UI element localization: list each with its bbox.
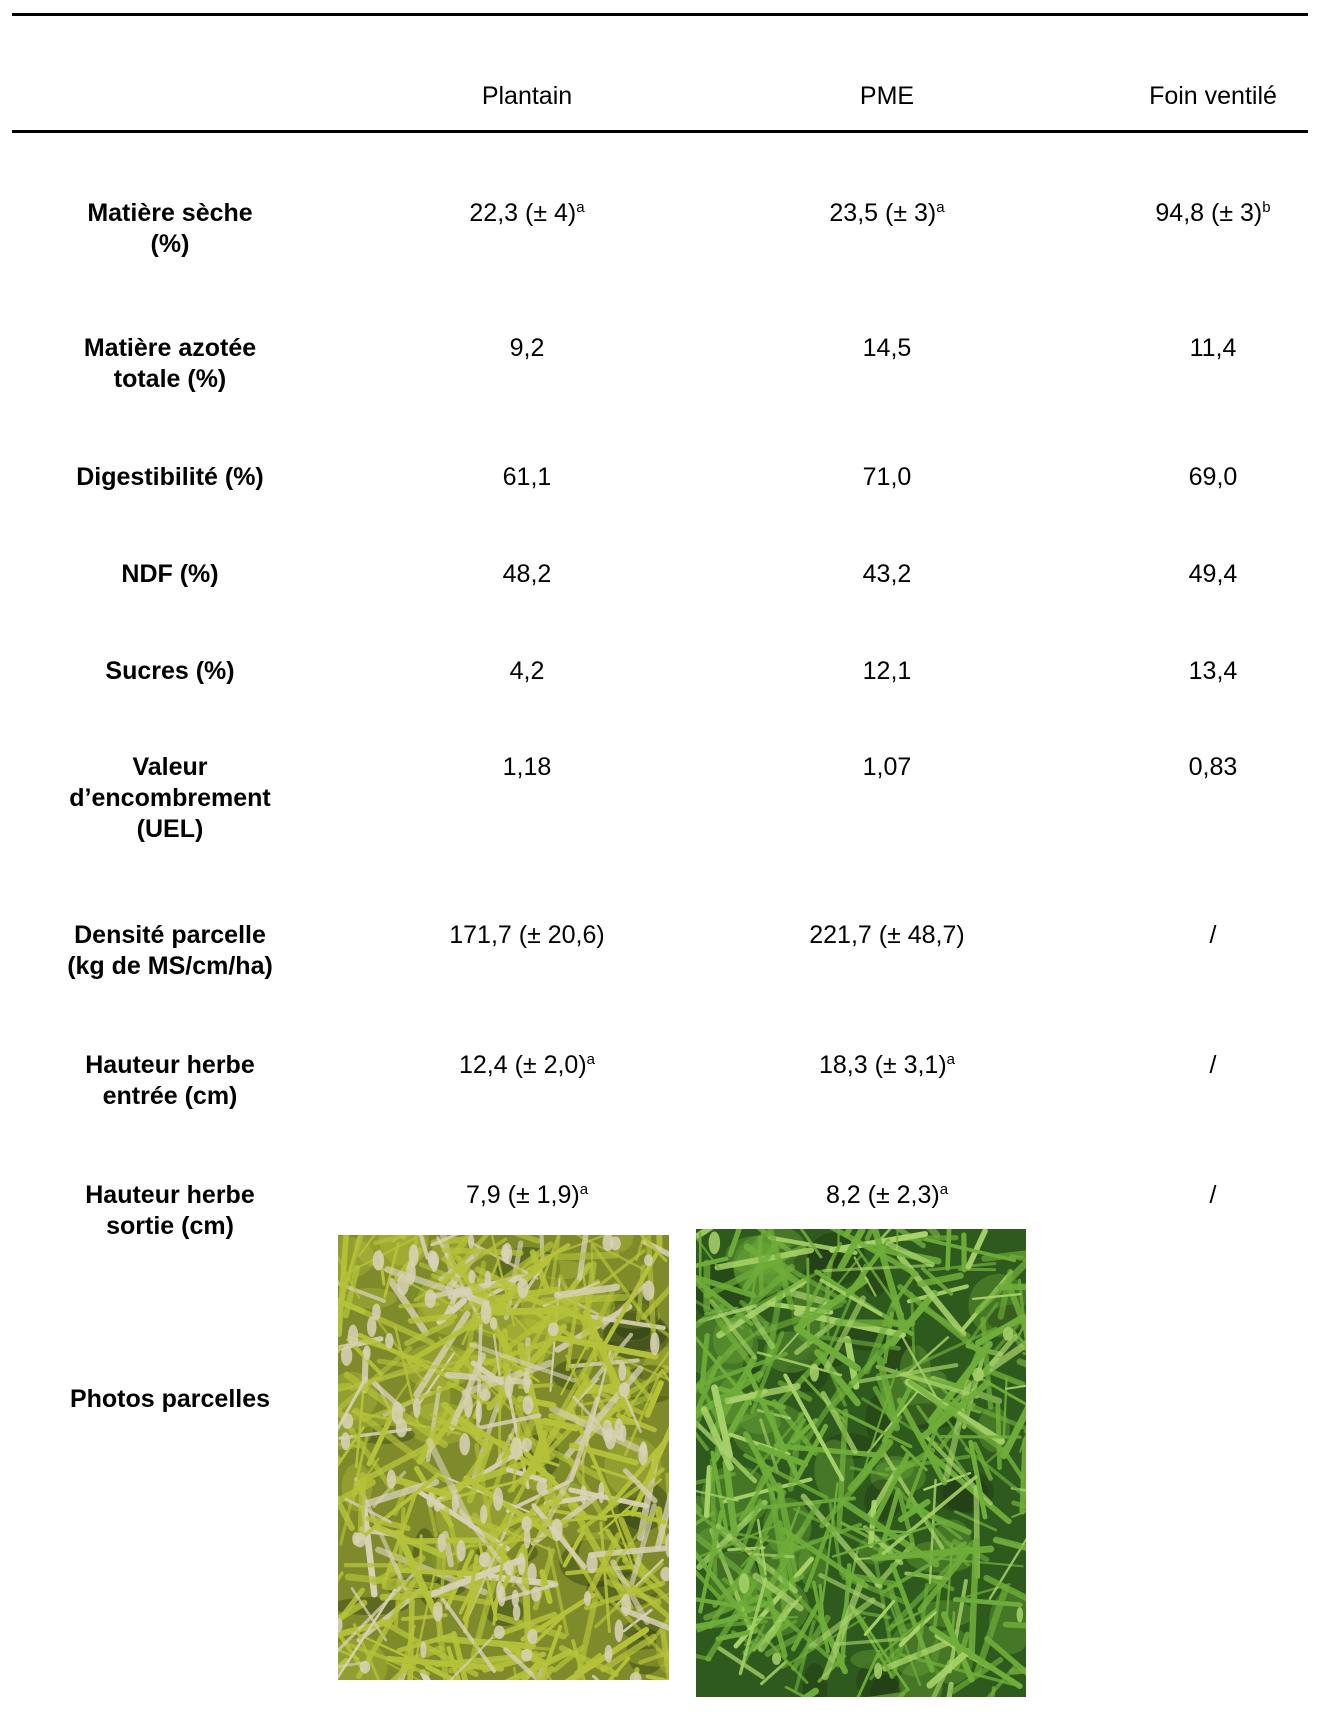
cell-superscript: a xyxy=(939,1181,949,1198)
table-cell: 7,9 (± 1,9)a xyxy=(367,1180,687,1211)
row-label: NDF (%) xyxy=(40,559,300,590)
cell-superscript: b xyxy=(1262,199,1271,216)
row-label-line: NDF (%) xyxy=(121,560,219,588)
cell-value: 22,3 (± 4) xyxy=(469,199,577,227)
table-cell: 22,3 (± 4)a xyxy=(367,198,687,229)
table-cell: 18,3 (± 3,1)a xyxy=(727,1050,1047,1081)
table-cell: 94,8 (± 3)b xyxy=(1053,198,1319,229)
cell-value: 14,5 xyxy=(862,334,912,362)
row-label-line: Hauteur herbe xyxy=(85,1181,255,1209)
cell-superscript: a xyxy=(946,1051,956,1068)
cell-value: 69,0 xyxy=(1188,463,1238,491)
row-label-line: Sucres (%) xyxy=(105,657,235,685)
column-header-pme: PME xyxy=(859,82,915,110)
row-label-line: (%) xyxy=(150,230,190,258)
row-label: Hauteur herbe sortie (cm) xyxy=(40,1180,300,1242)
table-cell: 1,18 xyxy=(367,752,687,783)
row-label-line: Matière sèche xyxy=(87,199,253,227)
table-cell: / xyxy=(1053,1180,1319,1211)
table-cell: 13,4 xyxy=(1053,656,1319,687)
cell-value: 1,18 xyxy=(502,753,552,781)
table-cell: / xyxy=(1053,920,1319,951)
cell-value: 1,07 xyxy=(862,753,912,781)
cell-value: 9,2 xyxy=(509,334,545,362)
cell-value: 12,1 xyxy=(862,657,912,685)
table-cell: 1,07 xyxy=(727,752,1047,783)
table-cell: 11,4 xyxy=(1053,333,1319,364)
row-label-line: d’encombrement xyxy=(69,784,271,812)
table-cell: 71,0 xyxy=(727,462,1047,493)
header-rule xyxy=(12,130,1308,133)
cell-value: 4,2 xyxy=(509,657,545,685)
table-cell: 14,5 xyxy=(727,333,1047,364)
table-cell: 221,7 (± 48,7) xyxy=(727,920,1047,951)
cell-value: / xyxy=(1209,1051,1217,1079)
row-label-line: Digestibilité (%) xyxy=(76,463,264,491)
cell-superscript: a xyxy=(586,1051,596,1068)
table-cell: 4,2 xyxy=(367,656,687,687)
row-label: Matière azotée totale (%) xyxy=(40,333,300,395)
row-label-line: (kg de MS/cm/ha) xyxy=(67,952,273,980)
table-cell: 171,7 (± 20,6) xyxy=(367,920,687,951)
cell-value: 221,7 (± 48,7) xyxy=(809,921,965,949)
row-label-line: Matière azotée xyxy=(83,334,257,362)
row-label: Matière sèche (%) xyxy=(40,198,300,260)
table-cell: 0,83 xyxy=(1053,752,1319,783)
table-cell: 69,0 xyxy=(1053,462,1319,493)
row-label-line: sortie (cm) xyxy=(106,1212,234,1240)
table-cell: 49,4 xyxy=(1053,559,1319,590)
table-cell: 48,2 xyxy=(367,559,687,590)
cell-value: 49,4 xyxy=(1188,560,1238,588)
photo-pme-plot xyxy=(696,1229,1026,1697)
cell-value: 23,5 (± 3) xyxy=(829,199,937,227)
row-label-line: totale (%) xyxy=(113,365,227,393)
cell-value: 61,1 xyxy=(502,463,552,491)
photo-plantain-plot xyxy=(338,1235,669,1680)
row-label-line: Valeur xyxy=(132,753,208,781)
cell-value: 7,9 (± 1,9) xyxy=(465,1181,580,1209)
cell-value: 12,4 (± 2,0) xyxy=(458,1051,587,1079)
table-cell: 8,2 (± 2,3)a xyxy=(727,1180,1047,1211)
cell-value: 11,4 xyxy=(1189,334,1237,362)
column-header-plantain: Plantain xyxy=(481,82,573,110)
cell-superscript: a xyxy=(576,199,585,216)
row-label: Digestibilité (%) xyxy=(40,462,300,493)
table-cell: 23,5 (± 3)a xyxy=(727,198,1047,229)
column-header-foin: Foin ventilé xyxy=(1149,82,1277,110)
table-cell: / xyxy=(1053,1050,1319,1081)
cell-value: 48,2 xyxy=(502,560,552,588)
cell-value: 171,7 (± 20,6) xyxy=(449,921,605,949)
table-cell: 43,2 xyxy=(727,559,1047,590)
cell-value: 43,2 xyxy=(862,560,912,588)
row-label: Valeur d’encombrement (UEL) xyxy=(40,752,300,845)
cell-value: 94,8 (± 3) xyxy=(1155,199,1263,227)
row-label: Hauteur herbe entrée (cm) xyxy=(40,1050,300,1112)
table-cell: 12,4 (± 2,0)a xyxy=(367,1050,687,1081)
cell-value: 8,2 (± 2,3) xyxy=(825,1181,940,1209)
cell-value: 13,4 xyxy=(1188,657,1238,685)
cell-value: 0,83 xyxy=(1188,753,1238,781)
cell-superscript: a xyxy=(579,1181,589,1198)
row-label-line: Densité parcelle xyxy=(74,921,266,949)
cell-value: 18,3 (± 3,1) xyxy=(818,1051,947,1079)
table-cell: 9,2 xyxy=(367,333,687,364)
cell-value: / xyxy=(1209,1181,1217,1209)
row-label: Densité parcelle (kg de MS/cm/ha) xyxy=(40,920,300,982)
row-label-line: Hauteur herbe xyxy=(85,1051,255,1079)
cell-superscript: a xyxy=(936,199,945,216)
cell-value: / xyxy=(1209,921,1217,949)
row-label-line: entrée (cm) xyxy=(102,1082,238,1110)
table-cell: 12,1 xyxy=(727,656,1047,687)
row-label: Sucres (%) xyxy=(40,656,300,687)
table-cell: 61,1 xyxy=(367,462,687,493)
row-label-photos: Photos parcelles xyxy=(69,1385,271,1413)
row-label-line: (UEL) xyxy=(136,815,204,843)
cell-value: 71,0 xyxy=(862,463,912,491)
top-rule xyxy=(12,13,1308,16)
